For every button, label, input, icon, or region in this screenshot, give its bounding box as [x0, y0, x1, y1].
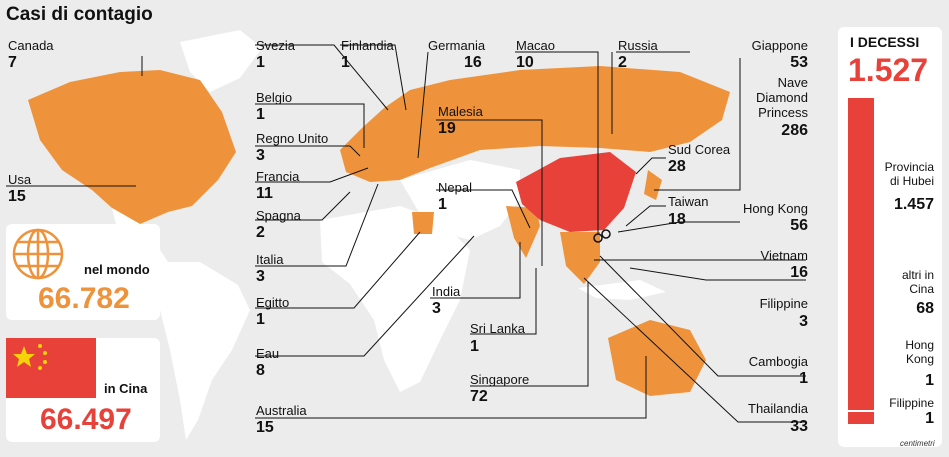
francia-label: Francia	[256, 169, 300, 184]
india-shape	[506, 206, 540, 258]
italia-label: Italia	[256, 252, 284, 267]
russia-label: Russia	[618, 38, 658, 53]
sud-corea-label: Sud Corea	[668, 142, 731, 157]
hong-kong-label: Hong Kong	[742, 201, 808, 216]
deaths-total: 1.527	[848, 52, 929, 88]
india-cases: 3	[432, 300, 441, 317]
japan-shape	[644, 170, 662, 200]
nepal-label: Nepal	[438, 180, 472, 195]
australia-cases: 15	[256, 419, 274, 436]
finlandia-label: Finlandia	[341, 38, 394, 53]
svezia-cases: 1	[256, 54, 265, 71]
credit: centimetri	[900, 439, 935, 448]
eau-cases: 8	[256, 362, 265, 379]
australia-label: Australia	[256, 403, 307, 418]
south-america-shape	[160, 262, 250, 440]
deaths-bar-hubei	[848, 98, 874, 410]
thailandia-label: Thailandia	[748, 401, 808, 416]
belgio-label: Belgio	[256, 90, 293, 105]
usa-label: Usa	[8, 172, 32, 187]
world-total-value: 66.782	[38, 282, 130, 315]
sri-lanka-cases: 1	[470, 338, 479, 355]
deaths-hubei-label: Provincia di Hubei	[884, 160, 934, 188]
taiwan-cases: 18	[668, 211, 686, 228]
greenland-shape	[180, 30, 262, 92]
regno-unito-cases: 3	[256, 147, 265, 164]
malesia-label: Malesia	[438, 104, 483, 119]
egitto-label: Egitto	[256, 295, 290, 310]
italia-cases: 3	[256, 268, 265, 285]
taiwan-label: Taiwan	[668, 194, 709, 209]
world-total-label: nel mondo	[84, 262, 150, 277]
finlandia-cases: 1	[341, 54, 350, 71]
indonesia-shape	[578, 280, 666, 300]
leader-lines	[6, 44, 936, 423]
deaths-hubei-value: 1.457	[893, 196, 934, 213]
deaths-hong-kong-label: Hong Kong	[905, 338, 934, 366]
spagna-label: Spagna	[256, 208, 301, 223]
africa-shape	[320, 206, 470, 392]
page-title: Casi di contagio	[6, 4, 153, 25]
canada-label: Canada	[8, 38, 54, 53]
thailandia-cases: 33	[790, 418, 808, 435]
china-total-value: 66.497	[40, 403, 132, 436]
giappone-label: Giappone	[751, 38, 808, 53]
eau-label: Eau	[256, 346, 280, 361]
svezia-label: Svezia	[256, 38, 296, 53]
usa-cases: 15	[8, 188, 26, 205]
sri-lanka-label: Sri Lanka	[470, 321, 525, 336]
francia-cases: 11	[256, 185, 273, 202]
regno-unito-label: Regno Unito	[256, 131, 329, 146]
hong-kong-cases: 56	[790, 217, 808, 234]
deaths-china-other-label: altri in Cina	[901, 268, 934, 296]
malesia-cases: 19	[438, 120, 456, 137]
diamond-princess-cases: 286	[781, 122, 808, 139]
canada-cases: 7	[8, 54, 17, 71]
nepal-cases: 1	[438, 196, 447, 213]
deaths-filippine-value: 1	[925, 410, 934, 427]
cambogia-cases: 1	[799, 370, 808, 387]
china-flag-icon	[6, 338, 96, 398]
deaths-hong-kong-value: 1	[925, 372, 934, 389]
australia-shape	[608, 320, 706, 396]
vietnam-label: Vietnam	[760, 248, 808, 263]
india-label: India	[432, 284, 461, 299]
sud-corea-cases: 28	[668, 158, 686, 175]
china-total-label: in Cina	[104, 381, 148, 396]
singapore-label: Singapore	[470, 372, 530, 387]
giappone-cases: 53	[790, 54, 808, 71]
hong-kong-marker	[601, 229, 611, 239]
diamond-princess-label: Nave Diamond Princess	[755, 75, 808, 120]
russia-cases: 2	[618, 54, 627, 71]
belgio-cases: 1	[256, 106, 265, 123]
filippine-cases: 3	[799, 313, 808, 330]
macao-cases: 10	[516, 54, 534, 71]
cambogia-label: Cambogia	[748, 354, 808, 369]
singapore-cases: 72	[470, 388, 488, 405]
deaths-bar-other	[848, 410, 874, 424]
deaths-china-other-value: 68	[916, 300, 934, 317]
egitto-cases: 1	[256, 311, 265, 328]
germania-cases: 16	[464, 54, 482, 71]
vietnam-cases: 16	[790, 264, 808, 281]
eurasia-north-shape	[340, 66, 730, 182]
china-shape	[516, 152, 636, 232]
germania-label: Germania	[428, 38, 486, 53]
spagna-cases: 2	[256, 224, 265, 241]
north-america-shape	[28, 70, 236, 224]
egypt-shape	[412, 212, 434, 234]
se-asia-shape	[560, 232, 600, 284]
deaths-filippine-label: Filippine	[889, 396, 934, 410]
macao-label: Macao	[516, 38, 556, 53]
globe-icon	[12, 228, 64, 280]
filippine-label: Filippine	[759, 296, 808, 311]
deaths-title: I DECESSI	[850, 34, 920, 50]
